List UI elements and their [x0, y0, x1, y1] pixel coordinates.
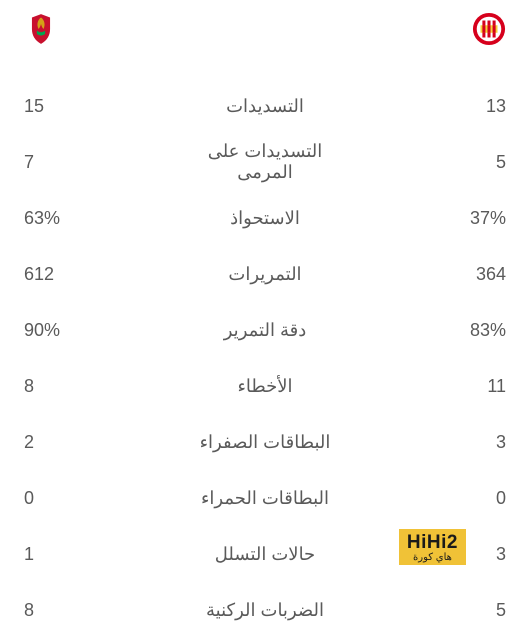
watermark-badge: HiHi2 هاي كورة: [399, 529, 466, 565]
stat-label: الضربات الركنية: [185, 600, 346, 621]
stat-left-value: 90%: [24, 320, 185, 341]
stat-label: التسديدات: [185, 96, 346, 117]
stat-left-value: 1: [24, 544, 185, 565]
stat-left-value: 7: [24, 152, 185, 173]
stat-label: التمريرات: [185, 264, 346, 285]
stat-left-value: 612: [24, 264, 185, 285]
stat-row: 0البطاقات الحمراء0: [24, 470, 506, 526]
watermark-sub-text: هاي كورة: [413, 553, 452, 563]
stat-left-value: 8: [24, 600, 185, 621]
stat-label: البطاقات الصفراء: [185, 432, 346, 453]
stat-right-value: 13: [345, 96, 506, 117]
team-left-logo: [24, 12, 58, 46]
stat-right-value: 5: [345, 152, 506, 173]
stat-right-value: 83%: [345, 320, 506, 341]
stat-right-value: 3: [345, 432, 506, 453]
stat-row: 8الأخطاء11: [24, 358, 506, 414]
stat-row: 63%الاستحواذ37%: [24, 190, 506, 246]
stat-row: 612التمريرات364: [24, 246, 506, 302]
stat-label: حالات التسلل: [185, 544, 346, 565]
stat-label: التسديدات على المرمى: [185, 141, 346, 183]
stat-left-value: 8: [24, 376, 185, 397]
stat-right-value: 0: [345, 488, 506, 509]
stat-right-value: 5: [345, 600, 506, 621]
stat-label: البطاقات الحمراء: [185, 488, 346, 509]
stat-label: الأخطاء: [185, 376, 346, 397]
stat-left-value: 0: [24, 488, 185, 509]
stat-label: الاستحواذ: [185, 208, 346, 229]
stat-right-value: 37%: [345, 208, 506, 229]
stat-row: 90%دقة التمرير83%: [24, 302, 506, 358]
stat-row: 2البطاقات الصفراء3: [24, 414, 506, 470]
stat-label: دقة التمرير: [185, 320, 346, 341]
stat-left-value: 15: [24, 96, 185, 117]
stat-row: 7التسديدات على المرمى5: [24, 134, 506, 190]
stat-right-value: 11: [345, 376, 506, 397]
teams-header: [24, 12, 506, 46]
stat-left-value: 63%: [24, 208, 185, 229]
stat-left-value: 2: [24, 432, 185, 453]
stat-row: 8الضربات الركنية5: [24, 582, 506, 638]
stat-right-value: 364: [345, 264, 506, 285]
watermark-main-text: HiHi2: [407, 533, 458, 552]
stat-row: 15التسديدات13: [24, 78, 506, 134]
team-right-logo: [472, 12, 506, 46]
